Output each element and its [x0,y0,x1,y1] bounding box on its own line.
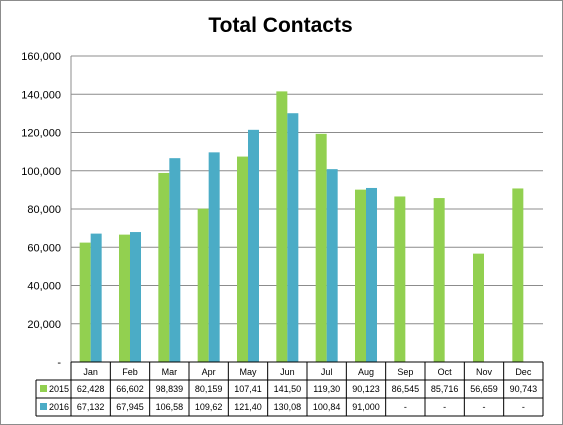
bar-2016-jul [326,169,338,362]
data-label: 119,30 [313,384,340,394]
data-label: 56,659 [470,384,498,394]
bar-2015-sep [394,196,406,362]
bar-2016-jun [287,113,299,362]
y-tick-label: 80,000 [27,204,61,216]
data-label: 141,50 [274,384,302,394]
data-label: 67,945 [116,402,144,412]
x-tick-label: Jan [83,367,98,377]
data-label: 107,41 [234,384,262,394]
bar-2015-jul [315,133,327,362]
x-tick-label: Oct [438,367,453,377]
bar-2016-jan [90,233,102,362]
legend-label: 2016 [49,402,69,412]
data-label: 67,132 [77,402,105,412]
legend-key-2015 [40,385,47,392]
data-label: 121,40 [234,402,262,412]
bar-2015-mar [158,172,170,362]
data-label: 86,545 [392,384,420,394]
data-label: 130,08 [274,402,302,412]
bar-2016-apr [208,152,220,362]
y-tick-label: 60,000 [27,242,61,254]
data-label: - [522,402,525,412]
x-tick-label: May [239,367,257,377]
y-tick-label: 160,000 [21,51,61,63]
data-label: 100,84 [313,402,341,412]
x-tick-label: Jun [280,367,295,377]
bar-2016-aug [366,187,377,362]
bar-2015-aug [355,189,366,362]
x-tick-label: Feb [122,367,138,377]
data-label: 80,159 [195,384,223,394]
data-label: 90,123 [352,384,380,394]
bar-2016-feb [130,232,141,362]
y-tick-label: 140,000 [21,89,61,101]
data-label: 109,62 [195,402,223,412]
data-label: - [483,402,486,412]
bar-2015-oct [433,198,445,362]
data-label: 85,716 [431,384,459,394]
data-label: 90,743 [510,384,538,394]
x-tick-label: Aug [358,367,374,377]
y-tick-label: 120,000 [21,128,61,140]
data-label: 62,428 [77,384,105,394]
data-label: 91,000 [352,402,380,412]
data-label: 66,602 [116,384,144,394]
x-tick-label: Apr [202,367,216,377]
data-label: 106,58 [156,402,184,412]
bar-2015-apr [197,208,209,362]
legend-label: 2015 [49,384,69,394]
bar-2015-jan [79,242,91,362]
data-label: 98,839 [156,384,184,394]
y-tick-label: 40,000 [27,281,61,293]
bar-2016-mar [169,158,181,362]
bar-2016-may [248,129,259,362]
y-tick-label: 100,000 [21,166,61,178]
bar-2015-dec [512,188,524,362]
bar-2015-may [237,156,248,362]
x-tick-label: Nov [476,367,493,377]
legend-key-2016 [40,403,47,410]
y-tick-label: - [57,357,61,369]
data-label: - [404,402,407,412]
data-label: - [443,402,446,412]
bar-2015-jun [276,91,288,362]
x-tick-label: Sep [397,367,413,377]
y-tick-label: 20,000 [27,319,61,331]
bar-2015-nov [473,253,484,362]
x-tick-label: Dec [515,367,532,377]
bar-2015-feb [119,234,130,362]
x-tick-label: Jul [321,367,333,377]
x-tick-label: Mar [162,367,178,377]
chart-title: Total Contacts [208,14,353,37]
